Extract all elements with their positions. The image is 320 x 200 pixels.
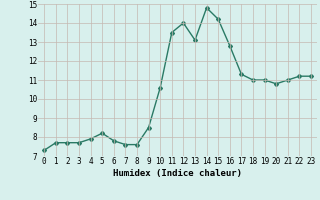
X-axis label: Humidex (Indice chaleur): Humidex (Indice chaleur) [113, 169, 242, 178]
